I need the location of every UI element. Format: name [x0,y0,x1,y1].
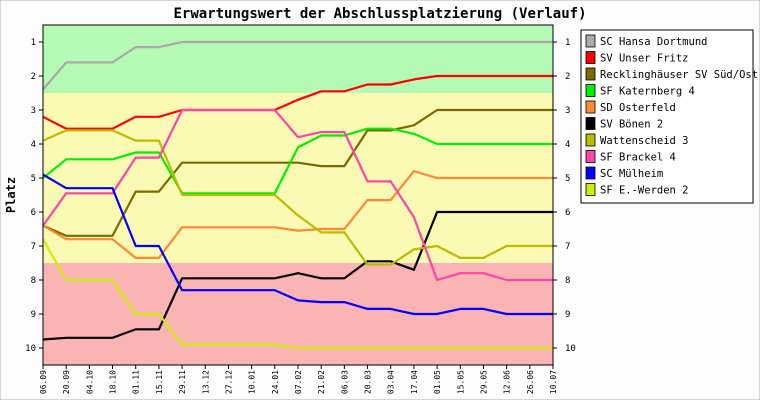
y-tick-label-right: 3 [565,106,570,116]
x-tick-label: 06.09 [39,370,48,394]
y-tick-label-right: 8 [565,276,570,286]
series-line-5 [42,210,553,341]
legend-label: Wattenscheid 3 [600,135,689,147]
axes: 1 1 2 2 3 3 4 4 5 5 6 6 7 7 8 8 9 9 10 10 06.09 20.09 04.10 18.… [25,24,576,394]
legend-label: SF Katernberg 4 [600,86,695,98]
legend-label: SV Bönen 2 [600,119,663,131]
series-line-6 [42,129,553,266]
legend-swatch [585,34,596,48]
x-tick-label: 12.06 [503,370,512,394]
y-tick-label-left: 8 [31,276,36,286]
legend-label: SC Mülheim [600,168,663,180]
y-tick-label-left: 1 [31,38,36,48]
x-tick-label: 26.06 [526,370,535,394]
series-line-4 [42,170,553,259]
x-tick-label: 01.05 [433,370,442,394]
x-tick-label: 24.01 [271,370,280,394]
y-tick-label-right: 5 [565,174,570,184]
y-tick-label-left: 3 [31,106,36,116]
y-tick-label-right: 2 [565,72,570,82]
y-tick-label-left: 4 [31,140,36,150]
y-tick-label-left: 5 [31,174,36,184]
y-tick-label-right: 6 [565,208,570,218]
y-tick-label-right: 10 [565,344,576,354]
legend-swatch [585,100,596,114]
x-tick-label: 29.11 [178,370,187,394]
legend-swatch [585,150,596,163]
band-0 [43,25,553,93]
x-tick-label: 15.11 [155,370,164,394]
y-tick-label-left: 9 [31,310,36,320]
legend-label: SD Osterfeld [600,102,676,114]
x-tick-label: 06.03 [340,370,349,394]
series-line-3 [42,127,553,195]
legend-swatch [585,166,596,180]
series-line-8 [42,173,553,316]
series-lines [42,40,553,350]
legend-label: SF E.-Werden 2 [600,185,689,197]
series-line-2 [42,108,553,237]
legend-swatch [585,51,596,64]
x-tick-label: 13.12 [201,370,210,394]
y-tick-label-left: 10 [25,344,36,354]
x-tick-label: 01.11 [132,370,141,394]
legend-label: Recklinghäuser SV Süd/Ost [600,69,758,81]
x-tick-label: 18.10 [109,370,118,394]
x-tick-label: 10.07 [549,370,558,394]
x-tick-label: 15.05 [456,370,465,394]
x-tick-label: 03.04 [387,370,396,394]
legend-box [580,29,754,204]
x-tick-label: 20.09 [62,370,71,394]
x-tick-label: 17.04 [410,370,419,394]
legend-swatch [585,133,596,147]
x-tick-label: 29.05 [480,370,489,394]
x-tick-label: 04.10 [85,370,94,394]
y-tick-label-left: 2 [31,72,36,82]
y-tick-label-right: 4 [565,140,570,150]
x-tick-label: 21.02 [317,370,326,394]
y-tick-label-right: 7 [565,242,570,252]
legend-swatch [585,183,596,196]
legend-swatch [585,117,596,130]
chart-title: Erwartungswert der Abschlussplatzierung … [173,6,586,22]
legend-swatch [585,84,596,97]
legend-label: SF Brackel 4 [600,152,676,164]
y-axis-label: Platz [4,177,18,213]
y-tick-label-right: 9 [565,310,570,320]
y-tick-label-left: 6 [31,208,36,218]
y-tick-label-right: 1 [565,38,570,48]
series-line-1 [42,74,553,130]
legend: SC Hansa Dortmund SV Unser Fritz Recklingh… [580,29,758,204]
legend-label: SV Unser Fritz [600,53,689,65]
x-tick-label: 10.01 [248,370,257,394]
series-line-0 [42,40,553,91]
legend-label: SC Hansa Dortmund [600,36,707,48]
series-line-9 [42,238,553,350]
legend-swatch [585,67,596,81]
x-tick-label: 20.03 [364,370,373,394]
x-tick-label: 27.12 [225,370,234,394]
band-2 [43,263,553,365]
y-tick-label-left: 7 [31,242,36,252]
x-tick-label: 07.02 [294,370,303,394]
series-line-7 [42,108,553,282]
